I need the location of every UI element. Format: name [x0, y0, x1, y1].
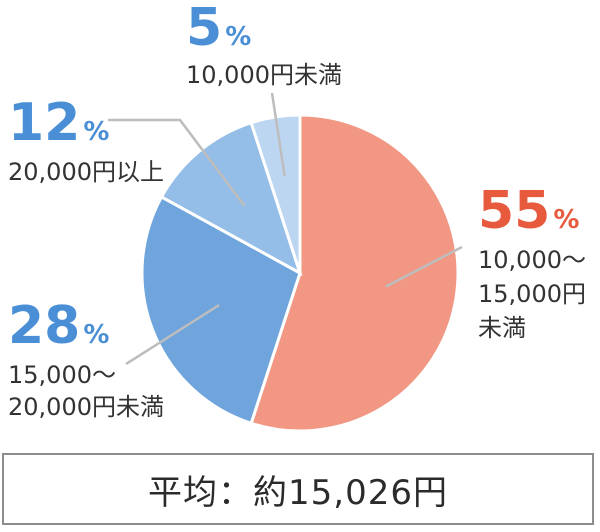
pie-slice-2 — [159, 120, 303, 277]
slice-category-0-line-2: 未満 — [478, 314, 526, 342]
percent-symbol: % — [83, 117, 109, 147]
slice-category-0-line-1: 15,000円 — [478, 280, 586, 308]
slice-category-3-line-0: 10,000円未満 — [186, 61, 342, 89]
pie-slices — [140, 113, 460, 433]
slice-labels: 55 % 10,000～ 15,000円未満 28 % 15,000～ 20,000円未満 12… — [8, 0, 586, 421]
percent-symbol: % — [83, 320, 109, 350]
percent-value: 28 — [8, 296, 80, 356]
percent-symbol: % — [553, 205, 579, 235]
leader-lines — [108, 92, 463, 366]
leader-line-1 — [125, 303, 220, 366]
slice-percent-1: 28% — [8, 296, 109, 356]
leader-line-3 — [270, 92, 286, 177]
pie-chart: 55 % 10,000～ 15,000円未満 28 % 15,000～ 20,000円未満 12… — [8, 0, 586, 433]
slice-category-1-line-0: 15,000～ — [8, 361, 116, 389]
pie-slice-0 — [249, 113, 460, 433]
percent-value: 12 — [8, 93, 80, 153]
percent-symbol: % — [225, 22, 251, 52]
slice-category-1-line-1: 20,000円未満 — [8, 393, 164, 421]
leader-line-0 — [385, 245, 463, 288]
average-box: 平均：約15,026円 — [2, 453, 594, 525]
pie-slice-1 — [140, 194, 302, 426]
average-text: 平均：約15,026円 — [148, 472, 448, 513]
slice-percent-3: 5% — [186, 0, 251, 58]
leader-line-2 — [108, 118, 246, 207]
slice-category-2-line-0: 20,000円以上 — [8, 158, 164, 186]
slice-percent-2: 12% — [8, 93, 109, 153]
slice-percent-0: 55% — [478, 181, 579, 241]
slice-category-0-line-0: 10,000～ — [478, 246, 586, 274]
percent-value: 55 — [478, 181, 550, 241]
percent-value: 5 — [186, 0, 222, 58]
